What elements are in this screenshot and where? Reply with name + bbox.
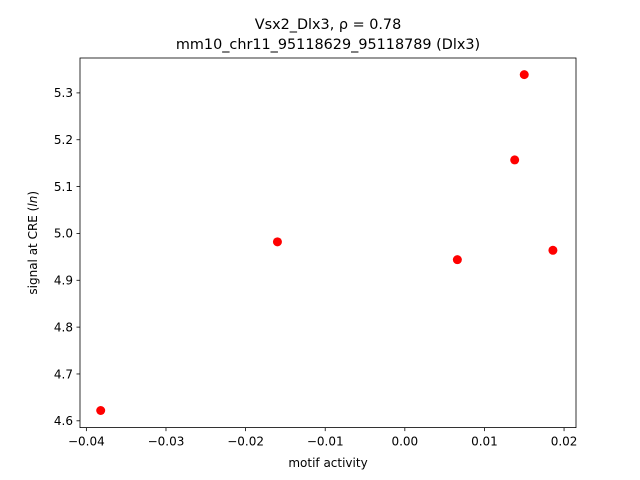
- chart-title-line1: Vsx2_Dlx3, ρ = 0.78: [255, 17, 402, 33]
- x-tick-label-5: 0.00: [391, 435, 418, 449]
- y-tick-label-2: 4.7: [54, 367, 73, 381]
- y-axis-label-suffix: ): [26, 191, 40, 196]
- x-tick-label-2: −0.03: [148, 435, 185, 449]
- data-point-3: [452, 255, 462, 265]
- data-point-4: [510, 155, 520, 165]
- y-tick-label-4: 4.9: [54, 274, 73, 288]
- x-tick-label-7: 0.02: [551, 435, 578, 449]
- chart-title-line2: mm10_chr11_95118629_95118789 (Dlx3): [176, 37, 480, 53]
- data-point-5: [519, 70, 529, 80]
- x-tick-label-6: 0.01: [471, 435, 498, 449]
- x-tick-label-4: −0.01: [307, 435, 344, 449]
- x-axis-label: motif activity: [288, 456, 367, 470]
- y-axis-label-ln: ln: [26, 196, 40, 207]
- y-axis-label-prefix: signal at CRE (: [26, 207, 40, 295]
- y-tick-label-7: 5.2: [54, 133, 73, 147]
- x-axis-ticks: −0.04 −0.03 −0.02 −0.01 0.00 0.01 0.02: [68, 427, 578, 449]
- y-tick-label-1: 4.6: [54, 414, 73, 428]
- data-point-6: [548, 245, 558, 255]
- data-points: [96, 70, 558, 416]
- x-tick-label-1: −0.04: [68, 435, 105, 449]
- y-axis-label: signal at CRE (ln): [26, 191, 40, 295]
- y-tick-label-8: 5.3: [54, 86, 73, 100]
- data-point-1: [96, 406, 106, 416]
- y-axis-ticks: 4.6 4.7 4.8 4.9 5.0 5.1 5.2 5.3: [54, 86, 80, 428]
- y-tick-label-5: 5.0: [54, 227, 73, 241]
- data-point-2: [272, 237, 282, 247]
- axes-frame: [79, 57, 577, 429]
- y-tick-label-3: 4.8: [54, 320, 73, 334]
- x-tick-label-3: −0.02: [227, 435, 264, 449]
- y-tick-label-6: 5.1: [54, 180, 73, 194]
- plot-area: −0.04 −0.03 −0.02 −0.01 0.00 0.01 0.02 4.64.74…: [54, 57, 578, 449]
